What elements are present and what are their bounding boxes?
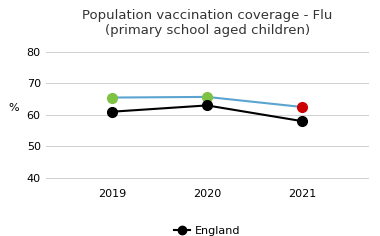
Title: Population vaccination coverage - Flu
(primary school aged children): Population vaccination coverage - Flu (p… <box>82 9 332 37</box>
Legend: England: England <box>169 221 245 236</box>
Y-axis label: %: % <box>8 103 19 113</box>
